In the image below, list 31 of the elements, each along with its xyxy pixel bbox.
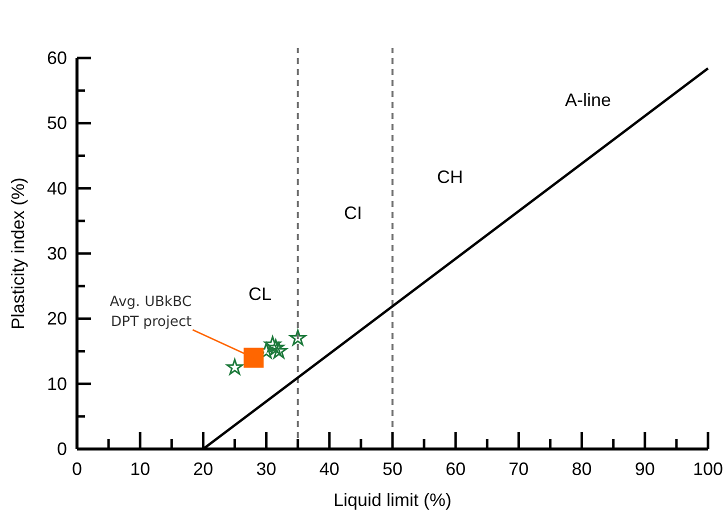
- x-tick-label: 10: [130, 459, 150, 479]
- y-tick-label: 10: [46, 374, 67, 394]
- x-tick-label: 20: [193, 459, 214, 479]
- x-axis-title: Liquid limit (%): [333, 490, 452, 510]
- annotation: A-line: [564, 90, 612, 110]
- y-tick-label: 0: [56, 439, 67, 459]
- x-tick-label: 70: [508, 459, 529, 479]
- annotation: CI: [344, 203, 362, 223]
- y-tick-label: 30: [46, 244, 67, 264]
- y-tick-label: 20: [46, 308, 67, 329]
- point: [290, 330, 306, 346]
- annotation: Avg. UBkBC DPT project: [110, 294, 192, 330]
- x-tick-label: 30: [256, 459, 276, 479]
- x-tick-label: 100: [692, 459, 724, 479]
- y-axis-title: Plasticity index (%): [8, 177, 28, 330]
- y-tick-label: 50: [46, 113, 67, 134]
- point: [270, 342, 288, 358]
- annotation: CH: [437, 167, 463, 187]
- point: [244, 348, 264, 368]
- y-tick-label: 60: [46, 48, 67, 68]
- x-tick-label: 40: [319, 459, 340, 479]
- point: [264, 336, 281, 352]
- annotation: CL: [248, 284, 272, 304]
- x-tick-label: 60: [446, 459, 466, 479]
- x-tick-label: 80: [572, 459, 592, 479]
- x-tick-label: 0: [72, 459, 82, 479]
- x-tick-label: 90: [634, 459, 655, 479]
- point: [267, 339, 284, 356]
- x-tick-label: 50: [382, 459, 403, 479]
- y-tick-label: 40: [46, 178, 67, 198]
- point: [226, 358, 244, 375]
